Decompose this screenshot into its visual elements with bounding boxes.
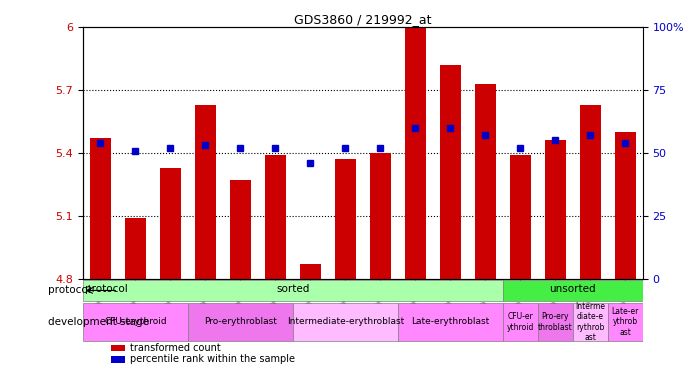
Bar bbox=[300, 265, 321, 279]
Bar bbox=[334, 159, 356, 279]
Bar bbox=[607, 303, 643, 341]
Bar bbox=[580, 105, 600, 279]
Bar bbox=[573, 303, 607, 341]
Text: Pro-erythroblast: Pro-erythroblast bbox=[204, 318, 277, 326]
Text: protocol: protocol bbox=[48, 285, 91, 295]
Text: Pro-ery
throblast: Pro-ery throblast bbox=[538, 312, 573, 332]
Bar bbox=[83, 280, 503, 301]
Bar bbox=[370, 153, 391, 279]
Text: Late-erythroblast: Late-erythroblast bbox=[411, 318, 489, 326]
Bar bbox=[475, 84, 495, 279]
Text: Late-er
ythrob
ast: Late-er ythrob ast bbox=[612, 307, 638, 337]
Bar bbox=[503, 280, 643, 301]
Bar bbox=[538, 303, 573, 341]
Bar bbox=[615, 132, 636, 279]
Bar bbox=[510, 155, 531, 279]
Bar bbox=[439, 65, 461, 279]
Bar bbox=[293, 303, 398, 341]
Bar bbox=[503, 303, 538, 341]
Bar bbox=[111, 356, 125, 362]
Text: sorted: sorted bbox=[276, 284, 310, 294]
Text: CFU-er
ythroid: CFU-er ythroid bbox=[507, 312, 534, 332]
Bar bbox=[160, 168, 181, 279]
Text: unsorted: unsorted bbox=[549, 284, 596, 294]
Text: development stage: development stage bbox=[48, 317, 149, 327]
Bar bbox=[83, 303, 188, 341]
Text: transformed count: transformed count bbox=[131, 343, 221, 353]
Bar bbox=[405, 27, 426, 279]
Bar bbox=[125, 218, 146, 279]
Bar bbox=[545, 141, 566, 279]
Bar bbox=[111, 344, 125, 351]
Text: CFU-erythroid: CFU-erythroid bbox=[104, 318, 167, 326]
Bar bbox=[90, 138, 111, 279]
Title: GDS3860 / 219992_at: GDS3860 / 219992_at bbox=[294, 13, 431, 26]
Bar bbox=[265, 155, 286, 279]
Text: Intermediate-erythroblast: Intermediate-erythroblast bbox=[287, 318, 404, 326]
Text: percentile rank within the sample: percentile rank within the sample bbox=[131, 354, 296, 364]
Bar bbox=[230, 180, 251, 279]
Bar bbox=[195, 105, 216, 279]
Text: protocol: protocol bbox=[85, 284, 127, 294]
Bar bbox=[188, 303, 293, 341]
Text: Interme
diate-e
rythrob
ast: Interme diate-e rythrob ast bbox=[575, 302, 605, 342]
Bar bbox=[398, 303, 502, 341]
